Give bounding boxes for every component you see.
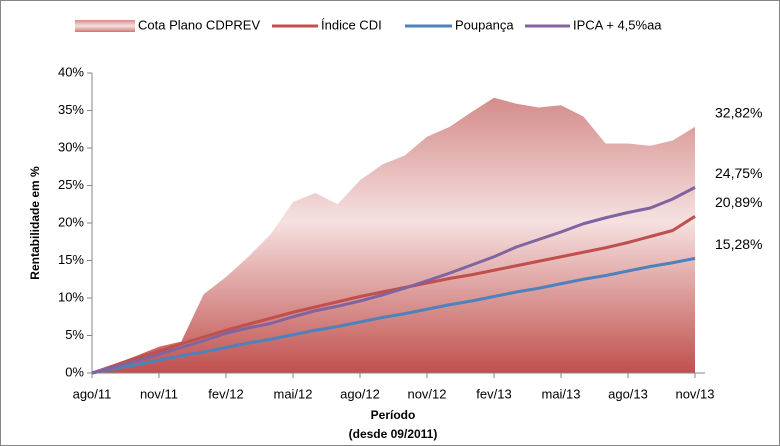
value-label: 32,82% (715, 105, 762, 121)
y-tick-label: 40% (58, 64, 84, 79)
line (91, 215, 696, 375)
value-label: 24,75% (715, 165, 762, 181)
y-tick-label: 0% (65, 364, 84, 379)
legend-swatch (75, 20, 135, 32)
y-tick-label: 35% (58, 102, 84, 117)
legend-label: Poupança (455, 17, 514, 32)
x-tick-label: fev/12 (208, 386, 243, 401)
x-tick-label: ago/12 (340, 386, 380, 401)
y-tick-label: 5% (65, 327, 84, 342)
x-tick-label: fev/13 (476, 386, 511, 401)
x-tick-label: ago/11 (73, 386, 112, 401)
legend-label: IPCA + 4,5%aa (573, 17, 662, 32)
x-tick-label: ago/13 (608, 386, 648, 401)
y-tick-label: 25% (58, 177, 84, 192)
y-axis-title: Rentabilidade em % (28, 166, 42, 280)
y-tick-label: 20% (58, 214, 84, 229)
value-label: 20,89% (715, 194, 762, 210)
legend-label: Índice CDI (321, 17, 382, 32)
x-tick-label: nov/11 (140, 386, 178, 401)
area (92, 97, 695, 373)
legend-label: Cota Plano CDPREV (138, 17, 260, 32)
y-tick-label: 30% (58, 139, 84, 154)
x-axis-title: Período (371, 408, 416, 422)
value-label: 15,28% (715, 236, 762, 252)
x-tick-label: mai/13 (541, 386, 580, 401)
y-tick-label: 15% (58, 252, 84, 267)
line (91, 256, 696, 375)
x-tick-label: mai/12 (273, 386, 312, 401)
y-tick-label: 10% (58, 289, 84, 304)
x-tick-label: nov/13 (675, 386, 714, 401)
line (91, 186, 696, 375)
x-axis-note: (desde 09/2011) (349, 427, 438, 441)
x-tick-label: nov/12 (407, 386, 446, 401)
